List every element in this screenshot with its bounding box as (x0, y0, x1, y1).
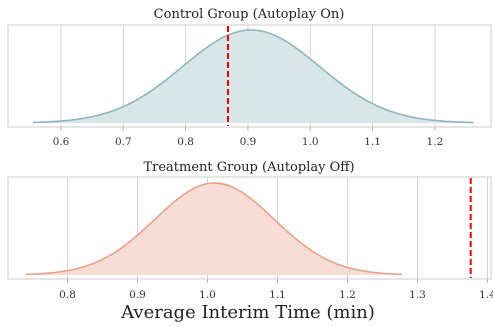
control-tick-label: 1.1 (364, 136, 381, 148)
control-tick-label: 1.0 (302, 136, 319, 148)
control-tick-label: 0.9 (240, 136, 257, 148)
control-tick-label: 0.6 (53, 136, 70, 148)
treatment-group-panel: 0.8 0.9 1.0 1.1 1.2 1.3 1.4 (7, 176, 493, 301)
treatment-plot-frame (7, 176, 492, 280)
control-plot-frame (7, 24, 492, 128)
treatment-tick-label: 1.2 (339, 289, 356, 301)
treatment-density-curve (25, 182, 403, 276)
control-x-ticks: 0.6 0.7 0.8 0.9 1.0 1.1 1.2 (53, 127, 444, 148)
control-group-panel: 0.6 0.7 0.8 0.9 1.0 1.1 1.2 (7, 24, 492, 148)
treatment-tick-label: 1.3 (409, 289, 426, 301)
treatment-tick-label: 1.4 (479, 289, 493, 301)
treatment-panel-title: Treatment Group (Autoplay Off) (143, 160, 354, 175)
treatment-tick-label: 0.9 (129, 289, 146, 301)
treatment-x-ticks: 0.8 0.9 1.0 1.1 1.2 1.3 1.4 (59, 279, 493, 301)
treatment-tick-label: 1.0 (199, 289, 216, 301)
treatment-tick-label: 1.1 (269, 289, 286, 301)
control-tick-label: 1.2 (427, 136, 444, 148)
control-density-curve (32, 29, 474, 124)
control-panel-title: Control Group (Autoplay On) (154, 7, 345, 22)
treatment-grid (67, 177, 488, 279)
control-tick-label: 0.8 (177, 136, 194, 148)
treatment-tick-label: 0.8 (59, 289, 76, 301)
treatment-density-area (25, 183, 403, 275)
x-axis-label: Average Interim Time (min) (120, 302, 375, 323)
control-tick-label: 0.7 (115, 136, 132, 148)
control-density-area (32, 30, 474, 123)
